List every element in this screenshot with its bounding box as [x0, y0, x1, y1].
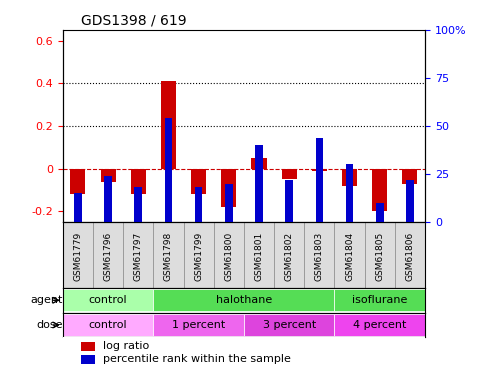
Bar: [71, 169, 85, 194]
Bar: [252, 158, 267, 169]
Text: dose: dose: [36, 320, 63, 330]
Text: GSM61804: GSM61804: [345, 232, 354, 281]
Bar: [131, 169, 146, 194]
Bar: [104, 176, 112, 222]
Text: 4 percent: 4 percent: [353, 320, 407, 330]
Text: GSM61806: GSM61806: [405, 232, 414, 281]
Text: GSM61798: GSM61798: [164, 232, 173, 281]
FancyBboxPatch shape: [244, 314, 334, 336]
Bar: [100, 169, 115, 182]
Text: GSM61796: GSM61796: [103, 232, 113, 281]
Text: GSM61779: GSM61779: [73, 232, 83, 281]
Text: control: control: [89, 320, 128, 330]
Bar: [406, 180, 414, 222]
Bar: [221, 169, 236, 207]
Bar: [376, 203, 384, 222]
FancyBboxPatch shape: [334, 289, 425, 311]
Bar: [282, 169, 297, 179]
Text: GSM61805: GSM61805: [375, 232, 384, 281]
Text: GSM61802: GSM61802: [284, 232, 294, 281]
Text: GSM61801: GSM61801: [255, 232, 264, 281]
Bar: [134, 188, 142, 222]
Bar: [346, 165, 354, 222]
Text: GSM61799: GSM61799: [194, 232, 203, 281]
Text: 3 percent: 3 percent: [263, 320, 316, 330]
Bar: [285, 180, 293, 222]
Bar: [255, 145, 263, 222]
Bar: [225, 184, 233, 222]
FancyBboxPatch shape: [154, 314, 244, 336]
Bar: [195, 188, 202, 222]
FancyBboxPatch shape: [63, 289, 154, 311]
FancyBboxPatch shape: [334, 314, 425, 336]
Text: control: control: [89, 295, 128, 305]
Bar: [372, 169, 387, 211]
FancyBboxPatch shape: [154, 289, 334, 311]
Bar: [191, 169, 206, 194]
Text: isoflurane: isoflurane: [352, 295, 408, 305]
Text: percentile rank within the sample: percentile rank within the sample: [103, 354, 290, 364]
Text: GDS1398 / 619: GDS1398 / 619: [81, 13, 186, 27]
Text: log ratio: log ratio: [103, 341, 149, 351]
Bar: [312, 169, 327, 171]
Bar: [342, 169, 357, 186]
Bar: [402, 169, 417, 184]
Text: GSM61800: GSM61800: [224, 232, 233, 281]
Text: agent: agent: [30, 295, 63, 305]
Bar: [81, 356, 96, 364]
Bar: [165, 118, 172, 222]
Text: GSM61797: GSM61797: [134, 232, 143, 281]
FancyBboxPatch shape: [63, 314, 154, 336]
Bar: [315, 138, 323, 222]
Bar: [81, 342, 96, 351]
Text: halothane: halothane: [216, 295, 272, 305]
Text: 1 percent: 1 percent: [172, 320, 225, 330]
Bar: [161, 81, 176, 169]
Bar: [74, 193, 82, 222]
Text: GSM61803: GSM61803: [315, 232, 324, 281]
